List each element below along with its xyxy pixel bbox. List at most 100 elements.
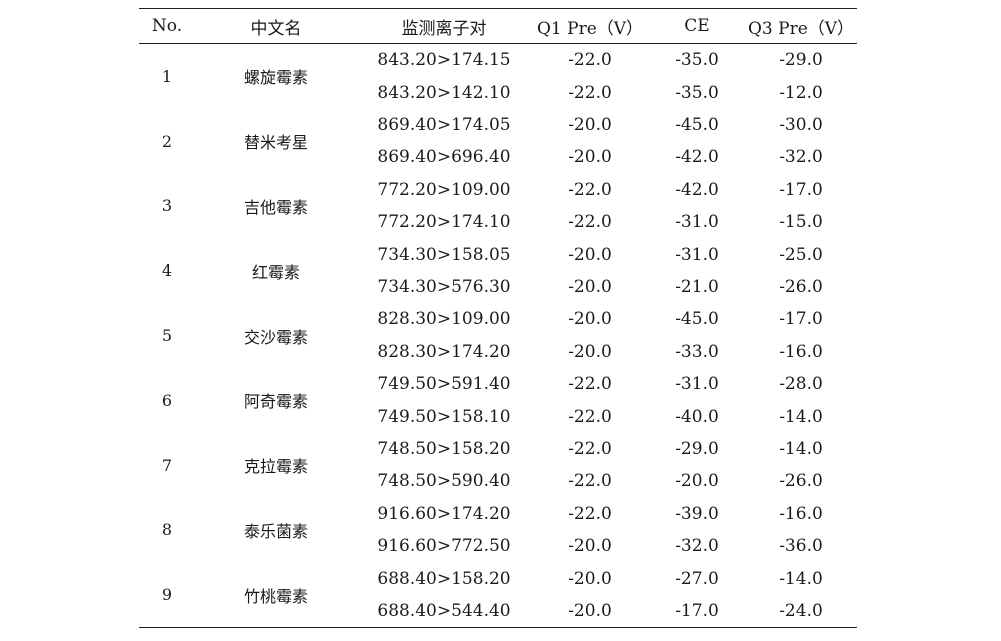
- ce-value: -17.0: [675, 600, 719, 621]
- table-row: 869.40>696.40 -20.0 -42.0 -32.0: [357, 141, 857, 173]
- ion-pair: 869.40>174.05: [377, 114, 511, 135]
- table-row: 869.40>174.05 -20.0 -45.0 -30.0: [357, 109, 857, 141]
- header-chinese-name: 中文名: [250, 18, 302, 39]
- ion-pair: 749.50>158.10: [377, 406, 511, 427]
- q3-pre-value: -26.0: [779, 276, 823, 297]
- q1-pre-value: -20.0: [568, 341, 612, 362]
- q1-pre-value: -22.0: [568, 179, 612, 200]
- ion-pair-rows: 688.40>158.20 -20.0 -27.0 -14.0 688.40>544.4…: [357, 562, 857, 627]
- table-row: 916.60>174.20 -22.0 -39.0 -16.0: [357, 498, 857, 530]
- table-bottom-rule: [139, 627, 857, 629]
- header-q1-pre: Q1 Pre（V）: [536, 18, 644, 39]
- compound-name: 克拉霉素: [243, 457, 308, 477]
- table-row-group: 8 泰乐菌素 916.60>174.20 -22.0 -39.0 -16.0 916.60>…: [139, 498, 857, 563]
- data-table: No. 中文名 监测离子对 Q1 Pre（V） CE Q3 Pre（V） 1 螺旋…: [139, 8, 857, 629]
- ce-value: -39.0: [675, 503, 719, 524]
- row-number: 1: [161, 66, 173, 86]
- q1-pre-value: -20.0: [568, 568, 612, 589]
- table-row: 688.40>544.40 -20.0 -17.0 -24.0: [357, 595, 857, 627]
- table-row: 748.50>158.20 -22.0 -29.0 -14.0: [357, 433, 857, 465]
- q3-pre-value: -14.0: [779, 568, 823, 589]
- table-row: 828.30>174.20 -20.0 -33.0 -16.0: [357, 336, 857, 368]
- compound-name: 吉他霉素: [243, 197, 308, 217]
- ce-value: -35.0: [675, 82, 719, 103]
- ce-value: -45.0: [675, 114, 719, 135]
- ion-pair: 843.20>142.10: [377, 82, 511, 103]
- compound-name: 交沙霉素: [243, 327, 308, 347]
- table-row: 734.30>158.05 -20.0 -31.0 -25.0: [357, 238, 857, 270]
- q3-pre-value: -32.0: [779, 147, 823, 168]
- ion-pair: 828.30>109.00: [377, 309, 511, 330]
- q3-pre-value: -16.0: [779, 503, 823, 524]
- q3-pre-value: -17.0: [779, 309, 823, 330]
- ce-value: -21.0: [675, 276, 719, 297]
- table-row: 749.50>158.10 -22.0 -40.0 -14.0: [357, 400, 857, 432]
- header-q3-pre: Q3 Pre（V）: [747, 18, 855, 39]
- ce-value: -40.0: [675, 406, 719, 427]
- ion-pair: 734.30>158.05: [377, 244, 511, 265]
- row-number: 4: [161, 261, 173, 281]
- ion-pair-rows: 828.30>109.00 -20.0 -45.0 -17.0 828.30>174.2…: [357, 303, 857, 368]
- ce-value: -42.0: [675, 147, 719, 168]
- row-number: 9: [161, 585, 173, 605]
- table-top-rule: [139, 8, 857, 9]
- q3-pre-value: -17.0: [779, 179, 823, 200]
- row-number: 3: [161, 196, 173, 216]
- ion-pair: 916.60>174.20: [377, 503, 511, 524]
- ion-pair: 916.60>772.50: [377, 536, 511, 557]
- compound-name: 螺旋霉素: [243, 68, 308, 88]
- header-ion-pair: 监测离子对: [401, 18, 487, 39]
- compound-name: 阿奇霉素: [243, 392, 308, 412]
- ion-pair: 772.20>174.10: [377, 212, 511, 233]
- q3-pre-value: -28.0: [779, 374, 823, 395]
- table-row: 748.50>590.40 -22.0 -20.0 -26.0: [357, 465, 857, 497]
- ion-pair-rows: 734.30>158.05 -20.0 -31.0 -25.0 734.30>576.3…: [357, 238, 857, 303]
- ion-pair-rows: 772.20>109.00 -22.0 -42.0 -17.0 772.20>174.1…: [357, 174, 857, 239]
- q1-pre-value: -20.0: [568, 244, 612, 265]
- ce-value: -29.0: [675, 438, 719, 459]
- ion-pair: 828.30>174.20: [377, 341, 511, 362]
- ion-pair: 843.20>174.15: [377, 50, 511, 71]
- ce-value: -33.0: [675, 341, 719, 362]
- q1-pre-value: -20.0: [568, 600, 612, 621]
- header-ce: CE: [684, 16, 710, 36]
- q1-pre-value: -22.0: [568, 471, 612, 492]
- ce-value: -31.0: [675, 374, 719, 395]
- ion-pair: 748.50>158.20: [377, 438, 511, 459]
- ce-value: -31.0: [675, 244, 719, 265]
- q3-pre-value: -26.0: [779, 471, 823, 492]
- table-row-group: 3 吉他霉素 772.20>109.00 -22.0 -42.0 -17.0 772.20>…: [139, 174, 857, 239]
- table-row: 916.60>772.50 -20.0 -32.0 -36.0: [357, 530, 857, 562]
- ion-pair-rows: 843.20>174.15 -22.0 -35.0 -29.0 843.20>142.1…: [357, 44, 857, 109]
- q3-pre-value: -14.0: [779, 438, 823, 459]
- table-row: 843.20>142.10 -22.0 -35.0 -12.0: [357, 76, 857, 108]
- table-row: 772.20>174.10 -22.0 -31.0 -15.0: [357, 206, 857, 238]
- compound-name: 红霉素: [251, 262, 300, 282]
- q3-pre-value: -15.0: [779, 212, 823, 233]
- q1-pre-value: -20.0: [568, 147, 612, 168]
- q3-pre-value: -36.0: [779, 536, 823, 557]
- q3-pre-value: -24.0: [779, 600, 823, 621]
- ce-value: -27.0: [675, 568, 719, 589]
- ion-pair: 688.40>158.20: [377, 568, 511, 589]
- table-header-rule: [139, 43, 857, 44]
- ion-pair-rows: 869.40>174.05 -20.0 -45.0 -30.0 869.40>696.4…: [357, 109, 857, 174]
- ion-pair: 772.20>109.00: [377, 179, 511, 200]
- q1-pre-value: -22.0: [568, 212, 612, 233]
- q1-pre-value: -22.0: [568, 438, 612, 459]
- table-row-group: 1 螺旋霉素 843.20>174.15 -22.0 -35.0 -29.0 843.20>…: [139, 44, 857, 109]
- ion-pair: 749.50>591.40: [377, 374, 511, 395]
- compound-name: 替米考星: [243, 133, 308, 153]
- ce-value: -45.0: [675, 309, 719, 330]
- row-number: 5: [161, 326, 173, 346]
- ion-pair: 748.50>590.40: [377, 471, 511, 492]
- ion-pair: 688.40>544.40: [377, 600, 511, 621]
- row-number: 6: [161, 390, 173, 410]
- q1-pre-value: -20.0: [568, 309, 612, 330]
- header-no: No.: [151, 16, 183, 36]
- ce-value: -31.0: [675, 212, 719, 233]
- ce-value: -35.0: [675, 50, 719, 71]
- row-number: 8: [161, 520, 173, 540]
- q3-pre-value: -30.0: [779, 114, 823, 135]
- q1-pre-value: -20.0: [568, 114, 612, 135]
